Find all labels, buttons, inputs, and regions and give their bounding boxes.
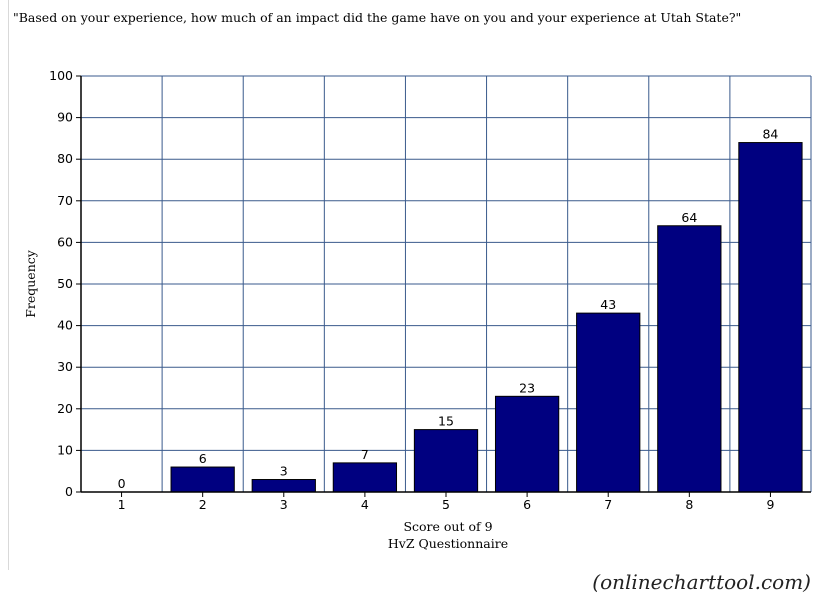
x-tick-label: 3: [280, 497, 288, 512]
y-tick-label: 100: [49, 68, 73, 83]
grid: [81, 75, 812, 493]
bar-9: [738, 142, 803, 493]
y-tick-label: 20: [57, 401, 73, 416]
bar-7: [576, 312, 641, 493]
bar-2: [170, 466, 235, 493]
x-tick-label: 9: [766, 497, 774, 512]
bar-6: [494, 395, 560, 493]
x-tick-label: 5: [442, 497, 450, 512]
data-label-5: 15: [438, 414, 454, 429]
bar-chart: "Based on your experience, how much of a…: [13, 10, 812, 551]
y-tick-label: 30: [57, 359, 73, 374]
data-label-3: 3: [280, 464, 288, 479]
y-tick-label: 50: [57, 276, 73, 291]
watermark: (onlinecharttool.com): [592, 570, 811, 594]
chart-frame: "Based on your experience, how much of a…: [8, 0, 817, 570]
data-label-1: 0: [118, 476, 126, 491]
x-tick-label: 6: [523, 497, 531, 512]
x-tick-label: 1: [118, 497, 126, 512]
y-tick-label: 80: [57, 151, 73, 166]
bar-5: [413, 429, 479, 493]
x-axis-label-line-1: Score out of 9: [403, 519, 492, 534]
y-tick-label: 0: [65, 484, 73, 499]
x-axis-label-line-2: HvZ Questionnaire: [388, 536, 508, 551]
bar-3: [251, 479, 316, 493]
labels: 0102030405060708090100016233741552364376…: [49, 68, 778, 512]
data-label-9: 84: [762, 127, 778, 142]
y-tick-label: 60: [57, 234, 73, 249]
y-tick-label: 40: [57, 318, 73, 333]
data-label-6: 23: [519, 380, 535, 395]
bar-4: [332, 462, 398, 493]
data-label-7: 43: [600, 297, 616, 312]
x-tick-label: 4: [361, 497, 369, 512]
data-label-4: 7: [361, 447, 369, 462]
chart-title: "Based on your experience, how much of a…: [13, 10, 741, 25]
y-tick-label: 10: [57, 442, 73, 457]
data-label-2: 6: [199, 451, 207, 466]
bars: [170, 142, 803, 493]
x-tick-label: 7: [604, 497, 612, 512]
x-tick-label: 2: [199, 497, 207, 512]
bar-8: [657, 225, 722, 493]
y-axis-label: Frequency: [23, 249, 38, 318]
y-tick-label: 90: [57, 110, 73, 125]
axes: [76, 75, 811, 497]
data-label-8: 64: [681, 210, 697, 225]
x-tick-label: 8: [685, 497, 693, 512]
y-tick-label: 70: [57, 193, 73, 208]
